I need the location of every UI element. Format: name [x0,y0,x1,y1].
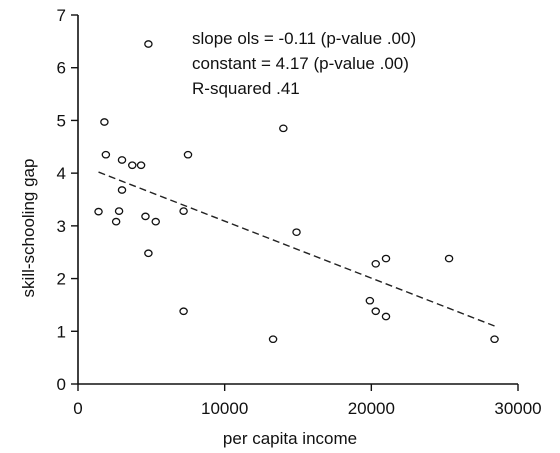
data-point [128,161,137,170]
x-tick-label: 20000 [348,399,395,418]
data-point [111,217,121,226]
data-point [179,307,188,316]
y-tick-label: 7 [57,6,66,25]
annotation-constant: constant = 4.17 (p-value .00) [192,54,409,73]
x-tick-label: 30000 [494,399,541,418]
data-point [144,40,153,48]
data-point [136,161,146,170]
data-point [114,207,124,215]
x-axis-title: per capita income [223,429,357,448]
data-point [183,150,193,159]
y-tick-label: 2 [57,270,66,289]
annotation-box: slope ols = -0.11 (p-value .00) constant… [192,29,416,98]
regression-line [98,171,495,327]
y-tick-label: 4 [57,164,66,183]
data-point [371,259,380,268]
ticks: 0 1 2 3 4 5 6 7 0 10000 20000 30000 [57,6,542,418]
y-axis-title: skill-schooling gap [19,159,38,298]
data-point [365,296,375,305]
data-point [279,124,288,133]
data-points [94,40,499,344]
data-point [144,249,153,258]
y-tick-label: 1 [57,322,66,341]
annotation-slope: slope ols = -0.11 (p-value .00) [192,29,416,48]
data-point [268,335,278,344]
data-point [444,254,454,263]
data-point [381,312,391,321]
data-point [117,156,127,164]
data-point [94,207,103,216]
y-tick-label: 6 [57,59,66,78]
data-point [151,217,160,226]
data-point [117,186,127,194]
data-point [100,118,109,126]
axes [77,15,518,385]
x-tick-label: 10000 [201,399,248,418]
data-point [371,307,380,316]
regression-line-group [98,171,495,327]
data-point [381,254,391,263]
data-point [101,150,111,159]
annotation-r-squared: R-squared .41 [192,79,300,98]
y-tick-label: 3 [57,217,66,236]
x-tick-label: 0 [73,399,82,418]
y-tick-label: 5 [57,111,66,130]
data-point [179,207,188,215]
data-point [490,335,499,344]
y-tick-label: 0 [57,375,66,394]
data-point [141,212,150,221]
data-point [292,228,301,237]
